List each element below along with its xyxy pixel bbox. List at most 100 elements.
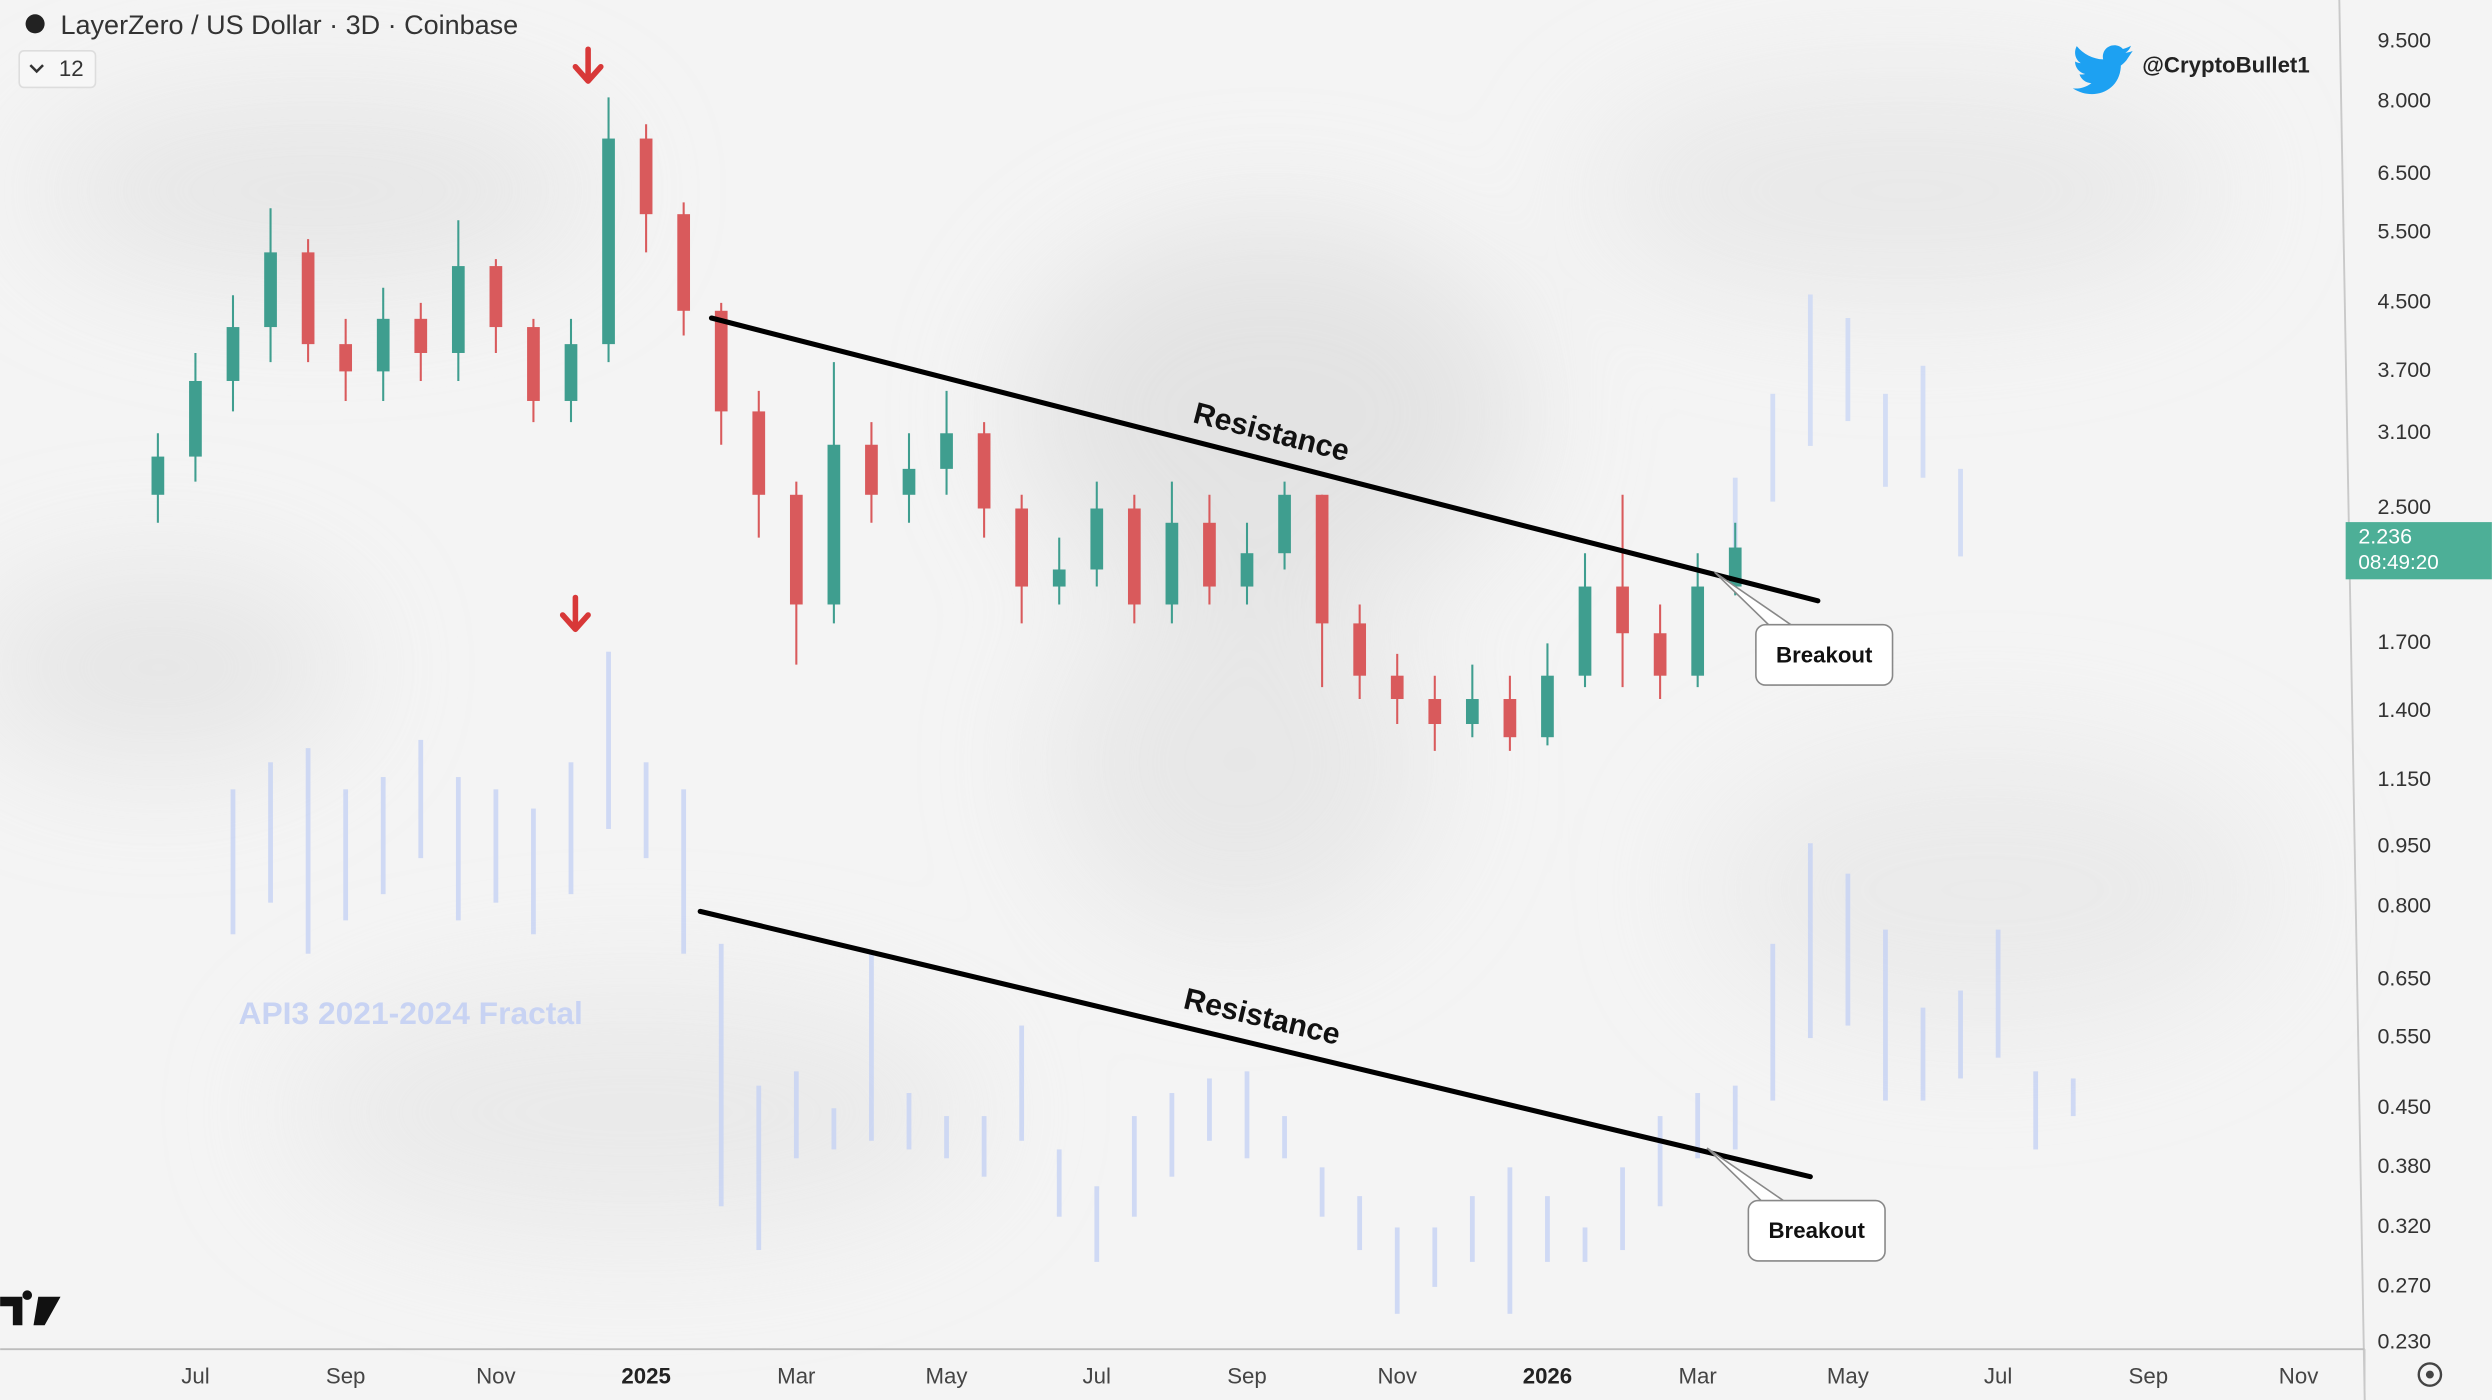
candle-body	[527, 327, 540, 401]
y-tick-label: 0.230	[2377, 1330, 2431, 1354]
fractal-bar	[1582, 1227, 1588, 1262]
fractal-bar	[230, 789, 236, 935]
fractal-bar	[1056, 1149, 1062, 1217]
x-tick-label: Nov	[1377, 1364, 1417, 1389]
candle-body	[677, 214, 691, 311]
candle-body	[189, 380, 202, 457]
fractal-bar	[1282, 1116, 1287, 1159]
fractal-bar	[1207, 1078, 1212, 1141]
projection-bar	[1770, 393, 1776, 502]
candle-body	[1616, 586, 1629, 634]
candle-body	[1203, 522, 1216, 587]
fractal-bar	[305, 748, 311, 954]
x-tick-label: Mar	[1679, 1364, 1718, 1389]
fractal-bar	[1920, 1007, 1926, 1101]
projection-bar	[1883, 393, 1888, 487]
indicator-toggle[interactable]	[18, 50, 97, 89]
y-tick-label: 0.270	[2377, 1274, 2431, 1298]
fractal-bar	[343, 789, 349, 921]
candle-body	[1315, 494, 1329, 624]
candle-body	[151, 456, 165, 495]
settings-icon[interactable]	[2417, 1362, 2443, 1387]
candle-body	[1578, 586, 1592, 676]
fractal-bar	[756, 1085, 762, 1251]
candle-body	[1390, 675, 1404, 700]
x-tick-label: Sep	[2129, 1364, 2169, 1389]
candle-body	[940, 433, 953, 469]
peak-arrows	[559, 46, 604, 633]
fractal-bar	[1131, 1116, 1137, 1217]
fractal-bar	[643, 762, 649, 859]
fractal-bar	[1657, 1116, 1663, 1207]
fractal-bar	[1394, 1227, 1400, 1314]
y-tick-label: 8.000	[2377, 88, 2431, 112]
fractal-bar	[2033, 1071, 2039, 1150]
y-tick-label: 0.650	[2377, 966, 2431, 990]
y-tick-label: 0.800	[2377, 894, 2431, 918]
y-tick-label: 5.500	[2377, 219, 2431, 243]
price-axis	[2338, 0, 2366, 1400]
fractal-bar	[1244, 1071, 1250, 1159]
fractal-bar	[493, 789, 499, 903]
x-tick-label: Jul	[1083, 1364, 1111, 1389]
fractal-bar	[2070, 1078, 2076, 1117]
candle-body	[977, 433, 991, 509]
fractal-bar	[568, 762, 574, 895]
candle-body	[1127, 508, 1141, 605]
fractal-bar	[1732, 1085, 1738, 1150]
candle-body	[451, 266, 465, 353]
resistance-line	[708, 315, 1821, 604]
candle-body	[639, 138, 653, 215]
candle-body	[1353, 623, 1367, 676]
candle-body	[414, 318, 428, 353]
fractal-bar	[268, 762, 273, 903]
x-tick-label: May	[1827, 1364, 1870, 1389]
countdown: 08:49:20	[2358, 551, 2438, 574]
candle-body	[1428, 699, 1442, 725]
plot-area: API3 2021-2024 Fractal	[151, 97, 2076, 1314]
fractal-bar	[1507, 1167, 1513, 1314]
candle-body	[865, 444, 878, 495]
candle-body	[226, 327, 240, 381]
fractal-bar	[681, 789, 687, 954]
fractal-bar	[981, 1116, 987, 1177]
y-tick-label: 0.320	[2377, 1214, 2431, 1238]
candle-body	[752, 411, 766, 495]
candle-body	[1503, 699, 1517, 738]
x-tick-label: Sep	[326, 1364, 366, 1389]
fractal-label: API3 2021-2024 Fractal	[239, 995, 583, 1031]
symbol-header: LayerZero / US Dollar · 3D · Coinbase 12	[18, 10, 519, 89]
fractal-bar	[1432, 1227, 1438, 1287]
fractal-bar	[1695, 1093, 1701, 1159]
x-tick-label: May	[926, 1364, 969, 1389]
axes: 9.500 8.000 6.500 5.500 4.500 3.700 3.100 2.500…	[181, 28, 2492, 1389]
fractal-bar	[831, 1108, 837, 1150]
fractal-bar	[1620, 1167, 1625, 1251]
fractal-bar	[606, 651, 611, 829]
candle-body	[789, 494, 803, 605]
fractal-bar	[1169, 1093, 1175, 1177]
y-tick-label: 3.700	[2377, 358, 2431, 382]
candle-body	[376, 318, 390, 372]
fractal-bar	[1883, 929, 1888, 1101]
arrow-down	[572, 46, 604, 84]
candle-body	[1240, 553, 1254, 587]
resistance-line	[697, 908, 1813, 1180]
projection-bar	[1732, 477, 1738, 565]
fractal-bar	[455, 777, 461, 921]
fractal-bar	[1807, 843, 1813, 1039]
x-tick-label: Nov	[476, 1364, 516, 1389]
last-price-value: 2.236	[2358, 525, 2412, 549]
y-tick-label: 6.500	[2377, 161, 2431, 185]
x-tick-label: 2025	[621, 1364, 670, 1389]
fractal-bar	[906, 1093, 912, 1150]
candle-body	[1090, 508, 1104, 570]
fractal-bar	[1094, 1186, 1100, 1262]
symbol-title: LayerZero / US Dollar · 3D · Coinbase	[61, 10, 519, 40]
candle-body	[1278, 494, 1291, 554]
tradingview-logo	[0, 1290, 61, 1326]
projection-bar	[1807, 294, 1813, 446]
candle-body	[489, 266, 503, 328]
y-tick-label: 1.150	[2377, 767, 2431, 791]
